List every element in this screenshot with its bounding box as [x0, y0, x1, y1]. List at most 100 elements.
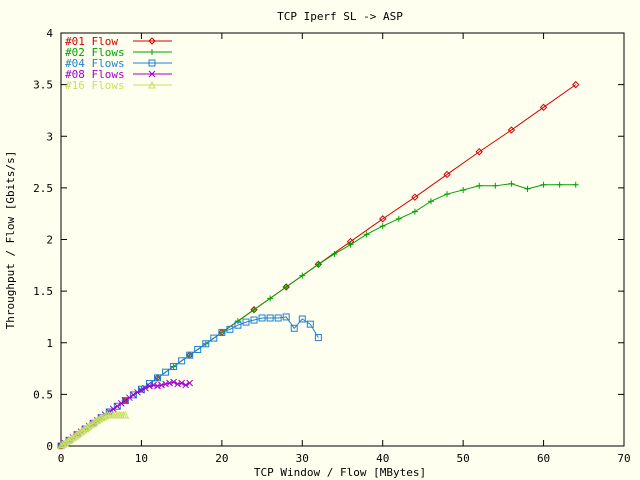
data-point	[507, 126, 516, 134]
y-tick-label: 3	[46, 130, 53, 143]
data-point	[117, 400, 125, 407]
data-point	[162, 368, 170, 376]
data-point	[113, 402, 121, 410]
data-point	[170, 362, 178, 370]
data-point	[148, 37, 156, 45]
data-point	[331, 250, 338, 257]
data-point	[129, 391, 137, 399]
data-point	[539, 103, 548, 112]
y-tick-label: 3.5	[33, 79, 53, 92]
data-point	[572, 80, 580, 89]
data-point	[258, 314, 266, 322]
data-point	[154, 382, 161, 390]
data-point	[174, 380, 181, 388]
data-point	[202, 340, 210, 348]
x-axis-label: TCP Window / Flow [MBytes]	[254, 466, 426, 479]
data-point	[148, 59, 156, 67]
data-point	[121, 397, 129, 404]
data-point	[226, 325, 234, 333]
data-point	[427, 198, 434, 205]
chart-title: TCP Iperf SL -> ASP	[277, 10, 403, 23]
data-point	[186, 379, 194, 387]
y-tick-label: 4	[46, 27, 53, 40]
y-tick-label: 1	[46, 337, 53, 350]
data-point	[266, 314, 274, 322]
data-point	[234, 318, 241, 325]
data-point	[121, 397, 129, 405]
data-point	[379, 223, 386, 230]
legend-entry: #04 Flows	[65, 57, 172, 70]
x-tick-label: 30	[296, 452, 309, 465]
data-point	[411, 208, 418, 215]
data-point	[234, 321, 242, 329]
x-tick-label: 60	[537, 452, 550, 465]
data-point	[476, 182, 483, 189]
data-point	[363, 231, 370, 238]
data-point	[540, 181, 547, 188]
data-point	[556, 181, 563, 188]
x-tick-label: 70	[617, 452, 630, 465]
legend-label: #01 Flow	[65, 35, 118, 48]
y-tick-label: 0.5	[33, 388, 53, 401]
data-point	[492, 182, 499, 189]
data-point	[149, 49, 155, 55]
legend-entry: #01 Flow	[65, 35, 172, 48]
data-point	[170, 378, 177, 386]
data-point	[572, 181, 579, 188]
data-point	[411, 193, 419, 201]
data-point	[210, 334, 218, 342]
legend-entry: #02 Flows	[65, 46, 172, 59]
y-tick-label: 1.5	[33, 285, 53, 298]
data-point	[154, 374, 162, 382]
data-point	[126, 394, 133, 402]
axes: 0 10 20 30 40 50 60 70 0 0.5 1 1.5 2 2.5 3 3.5 4	[33, 27, 631, 465]
x-tick-label: 0	[58, 452, 65, 465]
data-point	[138, 386, 145, 394]
x-tick-label: 20	[215, 452, 228, 465]
data-point	[148, 70, 156, 78]
data-point	[251, 306, 258, 313]
data-point	[443, 170, 451, 179]
data-point	[162, 380, 169, 388]
data-point	[475, 148, 483, 156]
y-tick-label: 2	[46, 234, 53, 247]
legend-label: #16 Flows	[65, 79, 125, 92]
data-point	[182, 381, 190, 389]
data-point	[178, 379, 185, 387]
data-point	[218, 328, 226, 336]
data-point	[113, 402, 121, 410]
series-layer	[57, 80, 580, 450]
data-point	[186, 351, 194, 359]
data-point	[298, 315, 306, 323]
data-point	[178, 357, 186, 365]
legend-label: #04 Flows	[65, 57, 125, 70]
data-point	[306, 320, 314, 328]
x-tick-label: 10	[135, 452, 148, 465]
data-point	[524, 185, 531, 192]
data-point	[146, 382, 153, 390]
y-tick-label: 0	[46, 440, 53, 453]
x-tick-label: 40	[376, 452, 389, 465]
data-point	[166, 379, 173, 387]
data-point	[194, 345, 202, 353]
data-point	[158, 381, 165, 389]
data-point	[283, 283, 290, 290]
data-point	[134, 388, 141, 396]
legend: #01 Flow#02 Flows#04 Flows#08 Flows#16 F…	[65, 35, 172, 92]
data-point	[314, 334, 322, 342]
legend-label: #02 Flows	[65, 46, 125, 59]
series	[57, 410, 130, 450]
data-point	[460, 186, 467, 193]
data-point	[142, 384, 149, 392]
data-point	[250, 316, 258, 324]
legend-label: #08 Flows	[65, 68, 125, 81]
data-point	[299, 272, 306, 279]
data-point	[282, 313, 290, 321]
data-point	[267, 295, 274, 302]
data-point	[121, 410, 130, 419]
data-point	[315, 261, 322, 268]
legend-entry: #08 Flows	[65, 68, 172, 81]
data-point	[290, 324, 298, 332]
